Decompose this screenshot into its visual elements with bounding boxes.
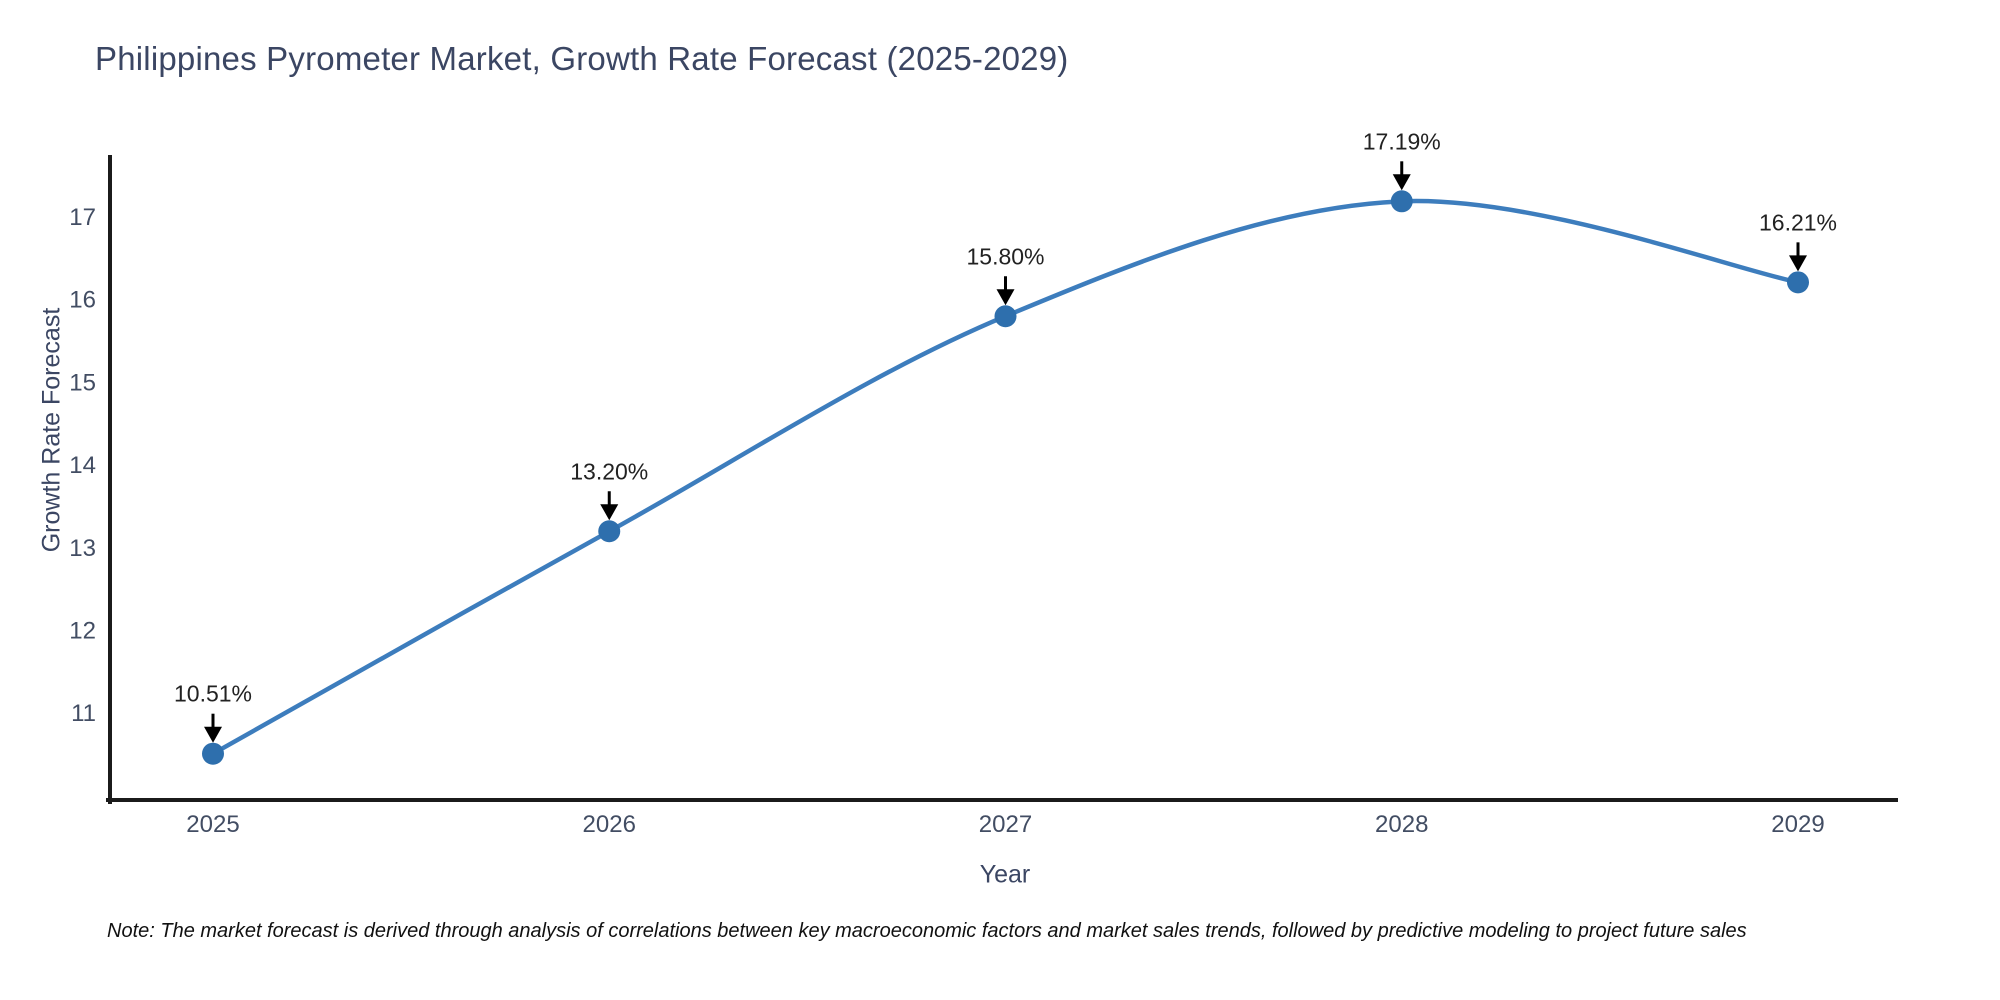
annotation-arrowhead-icon bbox=[600, 504, 619, 521]
x-tick-label: 2029 bbox=[1771, 811, 1824, 838]
annotation-arrowhead-icon bbox=[996, 289, 1015, 306]
data-point-marker bbox=[598, 520, 621, 543]
y-tick-label: 14 bbox=[69, 452, 96, 479]
chart-title: Philippines Pyrometer Market, Growth Rat… bbox=[95, 40, 1069, 77]
annotation-arrowhead-icon bbox=[204, 726, 222, 743]
data-label: 16.21% bbox=[1759, 209, 1837, 235]
y-tick-label: 16 bbox=[69, 287, 96, 314]
y-tick-label: 13 bbox=[69, 535, 96, 562]
y-axis-title: Growth Rate Forecast bbox=[37, 307, 66, 553]
x-tick-label: 2027 bbox=[979, 811, 1032, 838]
annotation-arrowhead-icon bbox=[1392, 174, 1411, 191]
y-tick-label: 11 bbox=[71, 700, 96, 727]
data-label: 13.20% bbox=[570, 458, 648, 484]
data-point-marker bbox=[1390, 190, 1413, 213]
annotation-arrowhead-icon bbox=[1789, 255, 1807, 272]
data-label: 10.51% bbox=[174, 681, 252, 707]
x-axis-title: Year bbox=[979, 860, 1031, 889]
x-tick-label: 2025 bbox=[186, 811, 239, 838]
y-tick-label: 15 bbox=[69, 369, 96, 396]
data-point-marker bbox=[1787, 271, 1809, 294]
y-tick-label: 12 bbox=[69, 617, 96, 644]
data-point-marker bbox=[202, 742, 224, 765]
x-tick-label: 2026 bbox=[583, 811, 636, 838]
y-tick-label: 17 bbox=[69, 204, 96, 231]
x-tick-label: 2028 bbox=[1375, 811, 1428, 838]
data-label: 17.19% bbox=[1363, 128, 1441, 154]
footnote: Note: The market forecast is derived thr… bbox=[107, 920, 1747, 942]
data-label: 15.80% bbox=[966, 243, 1044, 269]
data-point-marker bbox=[994, 305, 1017, 328]
